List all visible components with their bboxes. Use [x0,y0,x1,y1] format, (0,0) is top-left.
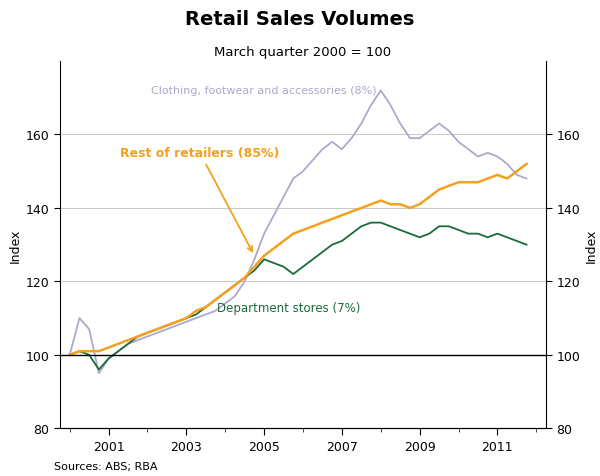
Text: Rest of retailers (85%): Rest of retailers (85%) [120,147,280,252]
Y-axis label: Index: Index [584,228,598,262]
Text: Sources: ABS; RBA: Sources: ABS; RBA [54,461,157,471]
Text: Retail Sales Volumes: Retail Sales Volumes [185,10,415,29]
Text: Department stores (7%): Department stores (7%) [217,301,361,314]
Y-axis label: Index: Index [8,228,22,262]
Text: Clothing, footwear and accessories (8%): Clothing, footwear and accessories (8%) [151,86,377,96]
Title: March quarter 2000 = 100: March quarter 2000 = 100 [214,46,392,60]
